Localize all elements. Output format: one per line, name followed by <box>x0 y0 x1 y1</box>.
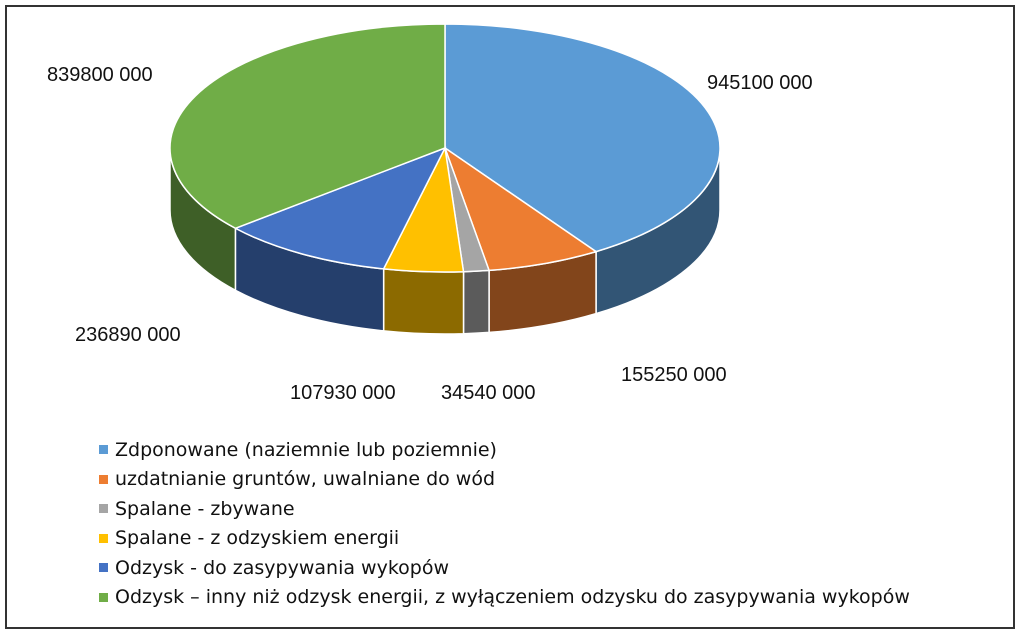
legend-label-0: Zdponowane (naziemnie lub poziemnie) <box>115 438 497 461</box>
legend-swatch-3 <box>99 533 108 543</box>
legend-item-0: Zdponowane (naziemnie lub poziemnie) <box>99 435 910 465</box>
legend-label-3: Spalane - z odzyskiem energii <box>115 527 400 550</box>
legend-label-4: Odzysk - do zasypywania wykopów <box>115 556 450 579</box>
pie-side-2 <box>462 269 490 335</box>
data-label-4: 236890 000 <box>75 324 181 346</box>
pie-slice-4 <box>233 146 447 270</box>
legend-label-5: Odzysk – inny niż odzysk energii, z wyłą… <box>115 586 910 609</box>
data-label-1: 155250 000 <box>621 364 727 386</box>
legend: Zdponowane (naziemnie lub poziemnie) uzda… <box>99 435 910 612</box>
data-label-2: 34540 000 <box>441 382 536 404</box>
data-label-5: 839800 000 <box>47 64 153 86</box>
pie-slice-5 <box>169 23 446 230</box>
pie-side-3 <box>382 268 465 335</box>
legend-swatch-2 <box>99 504 108 514</box>
legend-item-2: Spalane - zbywane <box>99 494 910 524</box>
legend-swatch-0 <box>99 445 108 455</box>
legend-swatch-1 <box>99 474 108 484</box>
chart-frame: 945100 000 155250 000 34540 000 107930 000 2… <box>5 5 1015 629</box>
pie-tops <box>169 23 721 273</box>
legend-item-3: Spalane - z odzyskiem energii <box>99 524 910 554</box>
legend-swatch-4 <box>99 563 108 573</box>
pie-chart <box>169 23 721 335</box>
pie-slice-1 <box>443 146 598 272</box>
legend-swatch-5 <box>99 592 108 602</box>
legend-item-1: uzdatnianie gruntów, uwalniane do wód <box>99 465 910 495</box>
legend-item-4: Odzysk - do zasypywania wykopów <box>99 553 910 583</box>
legend-item-5: Odzysk – inny niż odzysk energii, z wyłą… <box>99 583 910 613</box>
data-label-0: 945100 000 <box>707 72 813 94</box>
legend-label-1: uzdatnianie gruntów, uwalniane do wód <box>115 468 496 491</box>
data-label-3: 107930 000 <box>290 382 396 404</box>
legend-label-2: Spalane - zbywane <box>115 497 295 520</box>
